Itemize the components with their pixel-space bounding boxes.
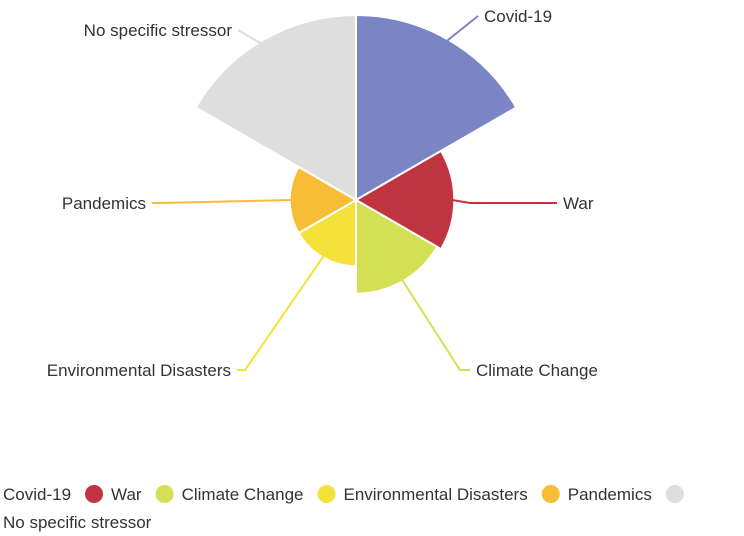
leader-line-covid-19 — [445, 15, 479, 44]
label-pandemics: Pandemics — [62, 194, 146, 213]
leader-line-no-specific-stressor — [237, 29, 266, 46]
legend-marker-no-specific-stressor[interactable] — [665, 485, 684, 503]
legend-marker-war[interactable] — [85, 485, 104, 503]
label-war: War — [563, 194, 594, 213]
legend-label-covid-19[interactable]: Covid-19 — [3, 485, 71, 504]
legend-label-no-specific-stressor[interactable]: No specific stressor — [3, 513, 152, 532]
legend-label-environmental-disasters[interactable]: Environmental Disasters — [343, 485, 527, 504]
chart-slices — [194, 13, 518, 295]
chart-legend[interactable]: Covid-19 War Climate Change Environmental D… — [3, 485, 684, 532]
chart-labels: Covid-19 War Climate Change Environmental D… — [47, 7, 598, 380]
slice-no-specific-stressor[interactable] — [194, 13, 357, 202]
leader-line-pandemics — [152, 199, 292, 204]
legend-label-climate-change[interactable]: Climate Change — [182, 485, 304, 504]
chart-leader-lines — [152, 15, 557, 371]
leader-line-war — [452, 199, 557, 204]
legend-label-pandemics[interactable]: Pandemics — [568, 485, 652, 504]
label-no-specific-stressor: No specific stressor — [84, 21, 233, 40]
label-climate-change: Climate Change — [476, 361, 598, 380]
legend-label-war[interactable]: War — [111, 485, 142, 504]
label-covid-19: Covid-19 — [484, 7, 552, 26]
legend-marker-climate-change[interactable] — [155, 485, 174, 503]
label-environmental-disasters: Environmental Disasters — [47, 361, 231, 380]
legend-marker-pandemics[interactable] — [541, 485, 560, 503]
leader-line-climate-change — [401, 278, 470, 371]
leader-line-environmental-disasters — [237, 255, 325, 371]
legend-marker-environmental-disasters[interactable] — [317, 485, 336, 503]
